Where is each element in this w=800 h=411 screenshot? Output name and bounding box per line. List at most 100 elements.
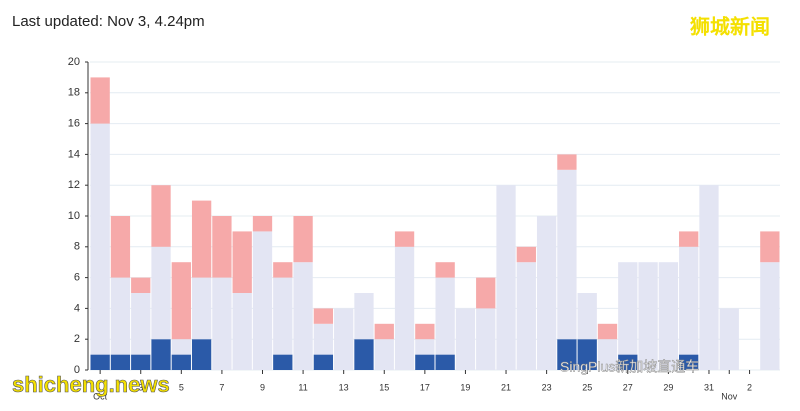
bar-segment: [171, 339, 191, 355]
x-tick-label: 3: [138, 382, 143, 392]
bar-segment: [719, 308, 739, 370]
bar-segment: [435, 277, 455, 355]
bar-segment: [191, 339, 212, 370]
x-tick-label: 25: [582, 382, 592, 392]
y-tick-label: 2: [74, 333, 80, 345]
bar-segment: [293, 216, 313, 263]
bar-segment: [435, 262, 455, 278]
bar-segment: [313, 308, 334, 324]
bar-segment: [597, 323, 618, 340]
bar-segment: [110, 216, 131, 278]
bar-segment: [90, 123, 110, 355]
y-tick-label: 16: [68, 118, 80, 130]
bar-segment: [131, 293, 151, 355]
x-tick-label: 9: [260, 382, 265, 392]
bar-segment: [658, 262, 679, 370]
x-tick-label: 31: [704, 382, 714, 392]
bar-segment: [618, 354, 638, 370]
x-tick-label: 29: [663, 382, 673, 392]
bar-segment: [557, 154, 577, 170]
bar-segment: [679, 354, 699, 370]
y-tick-label: 14: [68, 148, 80, 160]
bar-segment: [699, 185, 719, 370]
bar-segment: [557, 169, 577, 340]
bar-segment: [313, 354, 334, 370]
bar-segment: [557, 339, 577, 370]
bar-segment: [435, 354, 455, 370]
bar-segment: [273, 262, 293, 278]
bar-segment: [293, 262, 313, 370]
bar-segment: [374, 323, 394, 340]
y-tick-label: 10: [68, 210, 80, 222]
bar-segment: [90, 354, 110, 370]
bar-segment: [334, 308, 354, 370]
bar-segment: [90, 77, 110, 124]
bar-segment: [273, 277, 293, 355]
bar-segment: [415, 323, 435, 340]
x-tick-label: 17: [420, 382, 430, 392]
y-tick-label: 12: [68, 179, 80, 191]
bar-segment: [191, 277, 212, 340]
bar-segment: [455, 308, 476, 370]
bar-segment: [516, 262, 536, 370]
bar-segment: [151, 185, 171, 247]
bar-segment: [679, 246, 699, 355]
y-tick-label: 6: [74, 272, 80, 284]
bar-segment: [212, 216, 232, 278]
y-tick-label: 8: [74, 241, 80, 253]
bar-segment: [131, 277, 151, 293]
bar-segment: [760, 262, 780, 370]
bar-segment: [151, 339, 171, 370]
x-tick-label: 15: [379, 382, 389, 392]
bar-segment: [476, 277, 496, 309]
bar-segment: [577, 339, 597, 370]
bar-segment: [273, 354, 293, 370]
bar-segment: [760, 231, 780, 263]
bar-segment: [415, 339, 435, 355]
bar-segment: [374, 339, 394, 370]
bar-segment: [110, 277, 131, 355]
y-tick-label: 20: [68, 56, 80, 68]
y-tick-label: 0: [74, 364, 80, 376]
bar-segment: [232, 231, 252, 293]
x-tick-label: 5: [179, 382, 184, 392]
x-tick-label: 23: [542, 382, 552, 392]
x-tick-label: 11: [298, 382, 307, 392]
bar-segment: [476, 308, 496, 370]
bar-segment: [354, 339, 374, 370]
x-tick-label: Oct: [93, 391, 108, 401]
y-tick-label: 4: [74, 302, 80, 314]
bar-segment: [354, 293, 374, 340]
bar-segment: [394, 246, 415, 370]
x-tick-label: 13: [339, 382, 349, 392]
watermark: SingPlus新加坡直通车: [560, 359, 699, 375]
plot: 0 2 4 6 8 10 12 14 16 18 20 Oct 3 5 7 9 11 13 15 17 19 21 23 25…: [68, 56, 780, 401]
x-tick-label: 21: [501, 382, 511, 392]
bar-segment: [171, 262, 191, 340]
x-tick-label: Nov: [721, 391, 738, 401]
bar-segment: [252, 216, 273, 232]
bar-segment: [638, 262, 658, 370]
bar-segment: [577, 293, 597, 340]
bar-segment: [618, 262, 638, 355]
x-tick-label: 2: [747, 382, 752, 392]
bar-segment: [252, 231, 273, 370]
last-updated: Last updated: Nov 3, 4.24pm: [12, 13, 205, 30]
bar-segment: [131, 354, 151, 370]
x-tick-label: 27: [623, 382, 633, 392]
bar-segment: [151, 246, 171, 340]
bar-segment: [597, 339, 618, 370]
bar-segment: [212, 277, 232, 370]
bar-segment: [394, 231, 415, 247]
bar-segment: [679, 231, 699, 247]
bar-segment: [191, 200, 212, 278]
watermark: 狮城新闻: [690, 14, 770, 38]
x-tick-label: 7: [219, 382, 224, 392]
watermark: shicheng.news: [12, 372, 170, 397]
bar-segment: [232, 293, 252, 370]
bar-segment: [313, 323, 334, 355]
bar-segment: [536, 216, 557, 370]
bar-segment: [415, 354, 435, 370]
x-tick-label: 19: [460, 382, 470, 392]
